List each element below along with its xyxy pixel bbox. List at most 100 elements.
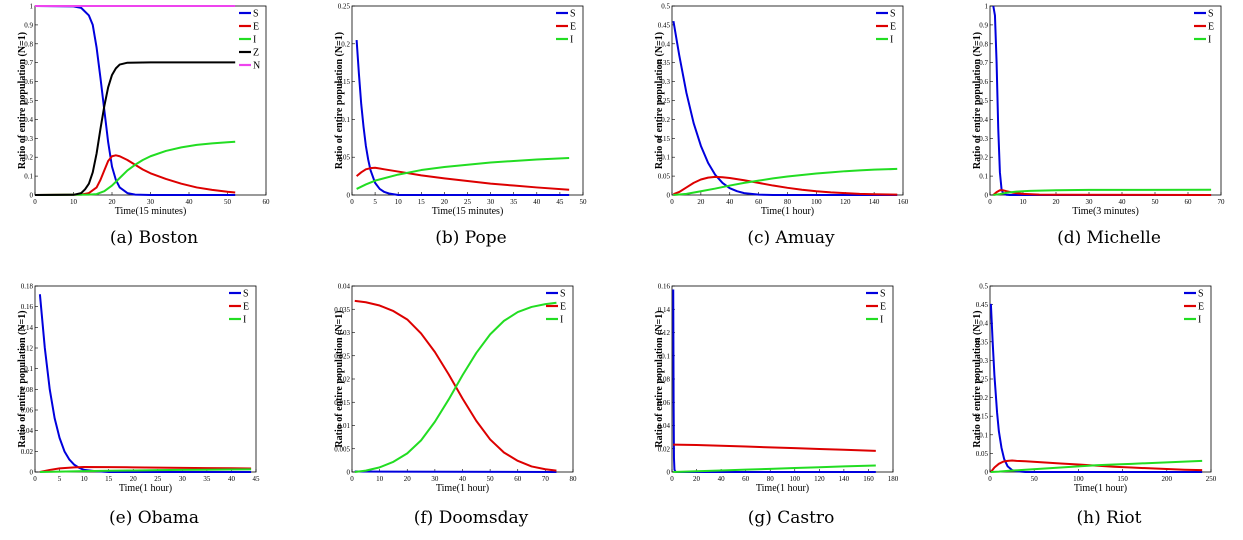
x-tick-label: 10 [81,475,89,483]
x-tick-label: 50 [487,475,495,483]
legend-label-s: S [560,289,566,300]
y-tick-label: 0 [30,192,34,200]
series-line-i [357,158,570,189]
y-tick-label: 0.04 [338,283,351,291]
legend-label-s: S [570,9,576,20]
panel-caption: (a) Boston [4,228,304,248]
x-tick-label: 45 [253,475,261,483]
y-tick-label: 0.25 [338,3,351,11]
x-axis-label: Time(3 minutes) [1072,206,1139,217]
x-tick-label: 45 [556,198,564,206]
series-line-s [35,6,235,195]
y-tick-label: 1 [985,3,989,11]
x-axis-label: Time(15 minutes) [432,206,504,217]
x-tick-label: 160 [898,198,909,206]
series-line-s [993,6,1211,195]
y-tick-label: 0.9 [24,21,33,29]
y-axis-label: Ratio of entire population (N=1) [654,310,665,447]
x-tick-label: 60 [755,198,763,206]
y-tick-label: 0 [347,469,351,477]
x-tick-label: 30 [179,475,187,483]
series-line-e [35,155,235,195]
x-tick-label: 5 [58,475,62,483]
y-tick-label: 0 [667,192,671,200]
x-tick-label: 70 [542,475,550,483]
y-tick-label: 0.1 [979,173,988,181]
x-tick-label: 40 [726,198,734,206]
x-tick-label: 10 [376,475,384,483]
y-tick-label: 0.16 [658,283,671,291]
x-tick-label: 40 [1119,198,1127,206]
series-line-s [991,304,1202,472]
y-axis-label: Ratio of entire population (N=1) [972,310,983,447]
x-tick-label: 35 [510,198,518,206]
legend-label-i: I [1198,315,1201,326]
x-tick-label: 0 [670,475,674,483]
x-axis-label: Time(1 hour) [119,483,172,494]
x-axis-label: Time(1 hour) [1074,483,1127,494]
x-tick-label: 100 [811,198,822,206]
legend-label-i: I [253,35,256,46]
y-axis-label: Ratio of entire population (N=1) [17,310,28,447]
legend-label-i: I [1208,35,1211,46]
x-tick-label: 10 [395,198,403,206]
x-tick-label: 60 [742,475,750,483]
legend-label-e: E [570,22,576,33]
x-tick-label: 30 [487,198,495,206]
x-tick-label: 140 [839,475,850,483]
series-line-s [357,40,570,195]
legend-label-i: I [243,315,246,326]
x-tick-label: 80 [767,475,775,483]
y-tick-label: 1 [30,3,34,11]
x-tick-label: 5 [373,198,377,206]
x-tick-label: 120 [840,198,851,206]
legend-label-e: E [890,22,896,33]
x-tick-label: 100 [790,475,801,483]
legend-label-s: S [253,9,259,20]
legend-label-s: S [880,289,886,300]
series-line-s [673,21,897,195]
y-tick-label: 0 [985,192,989,200]
x-tick-label: 25 [464,198,472,206]
axes-frame [35,6,266,195]
x-tick-label: 30 [1086,198,1094,206]
legend-label-e: E [1208,22,1214,33]
panel-caption: (b) Pope [321,228,621,248]
panel-caption: (c) Amuay [641,228,941,248]
x-tick-label: 100 [1073,475,1084,483]
x-tick-label: 160 [863,475,874,483]
series-line-e [357,168,570,190]
y-tick-label: 0.16 [21,303,34,311]
legend-label-e: E [1198,302,1204,313]
legend-label-e: E [253,22,259,33]
x-tick-label: 180 [888,475,899,483]
axes-frame [35,286,256,472]
legend-label-s: S [243,289,249,300]
x-tick-label: 10 [70,198,78,206]
x-axis-label: Time(1 hour) [436,483,489,494]
x-tick-label: 60 [1185,198,1193,206]
x-tick-label: 60 [514,475,522,483]
axes-frame [990,6,1221,195]
y-tick-label: 0.02 [21,448,34,456]
legend-label-s: S [1208,9,1214,20]
x-tick-label: 20 [109,198,117,206]
y-tick-label: 0 [667,469,671,477]
series-line-i [355,303,557,472]
x-tick-label: 140 [869,198,880,206]
x-axis-label: Time(15 minutes) [115,206,187,217]
x-tick-label: 20 [404,475,412,483]
y-tick-label: 0 [30,469,34,477]
x-tick-label: 80 [784,198,792,206]
series-line-i [673,169,897,195]
x-tick-label: 30 [431,475,439,483]
legend-label-s: S [890,9,896,20]
